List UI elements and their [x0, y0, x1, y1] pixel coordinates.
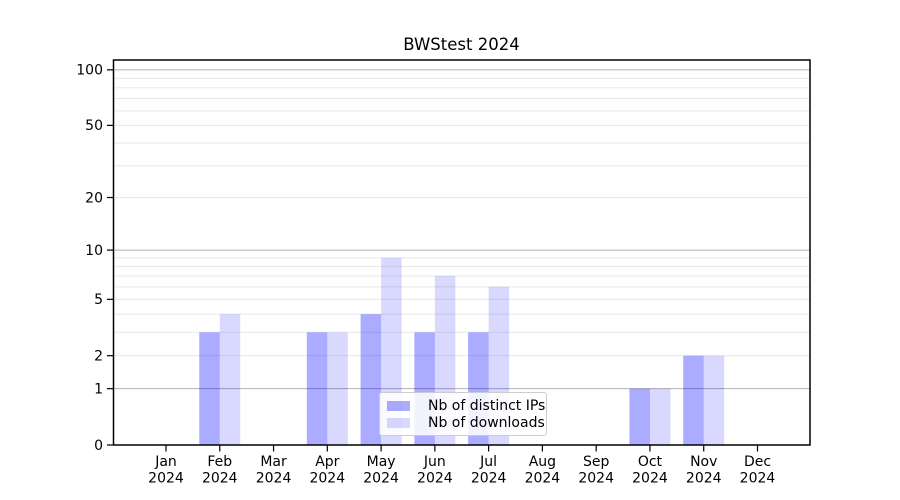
xtick-label-month-aug: Aug — [529, 454, 556, 470]
ytick-label-100: 100 — [76, 63, 103, 79]
xtick-label-month-may: May — [367, 454, 396, 470]
bar-distinct-ips-oct — [629, 388, 650, 445]
legend-swatch-distinct-ips — [387, 400, 410, 411]
legend-item-downloads: Nb of downloads — [387, 414, 545, 431]
xtick-label-year-feb: 2024 — [202, 471, 238, 487]
xtick-label-month-nov: Nov — [690, 454, 717, 470]
plot-border — [112, 59, 811, 446]
ytick-label-10: 10 — [85, 243, 103, 259]
bar-downloads-apr — [327, 332, 348, 445]
bar-distinct-ips-feb — [199, 332, 220, 445]
xtick-label-year-nov: 2024 — [686, 471, 722, 487]
xtick-label-year-oct: 2024 — [632, 471, 668, 487]
xtick-label-month-jan: Jan — [154, 454, 177, 470]
xtick-label-month-feb: Feb — [207, 454, 232, 470]
ytick-label-5: 5 — [94, 292, 103, 308]
bar-distinct-ips-apr — [306, 332, 328, 445]
xtick-label-month-dec: Dec — [744, 454, 771, 470]
xtick-label-year-may: 2024 — [363, 471, 399, 487]
legend-label-distinct-ips: Nb of distinct IPs — [428, 397, 546, 414]
bar-downloads-nov — [703, 355, 725, 445]
xtick-label-month-sep: Sep — [583, 454, 610, 470]
legend-swatch-downloads — [387, 417, 410, 428]
xtick-label-month-jul: Jul — [479, 454, 497, 470]
chart-title: BWStest 2024 — [403, 35, 520, 54]
xtick-label-month-oct: Oct — [638, 454, 663, 470]
legend-label-downloads: Nb of downloads — [428, 414, 545, 431]
xtick-label-year-jun: 2024 — [417, 471, 453, 487]
ytick-label-20: 20 — [85, 190, 103, 206]
ytick-label-2: 2 — [94, 348, 103, 364]
legend-item-distinct-ips: Nb of distinct IPs — [387, 397, 545, 414]
xtick-label-month-apr: Apr — [315, 454, 339, 470]
xtick-label-year-mar: 2024 — [256, 471, 292, 487]
xtick-label-year-dec: 2024 — [740, 471, 776, 487]
ytick-label-0: 0 — [94, 438, 103, 454]
xtick-label-year-jan: 2024 — [148, 471, 184, 487]
bar-downloads-feb — [219, 314, 241, 445]
xtick-label-month-jun: Jun — [423, 454, 446, 470]
legend: Nb of distinct IPs Nb of downloads — [379, 392, 547, 436]
ytick-label-50: 50 — [85, 118, 103, 134]
bar-distinct-ips-may — [360, 314, 382, 445]
bar-distinct-ips-nov — [683, 355, 704, 445]
ytick-label-1: 1 — [94, 381, 103, 397]
xtick-label-year-jul: 2024 — [471, 471, 507, 487]
xtick-label-year-aug: 2024 — [525, 471, 561, 487]
xtick-label-month-mar: Mar — [260, 454, 287, 470]
xtick-label-year-sep: 2024 — [578, 471, 614, 487]
bar-downloads-oct — [649, 388, 671, 445]
xtick-label-year-apr: 2024 — [309, 471, 345, 487]
